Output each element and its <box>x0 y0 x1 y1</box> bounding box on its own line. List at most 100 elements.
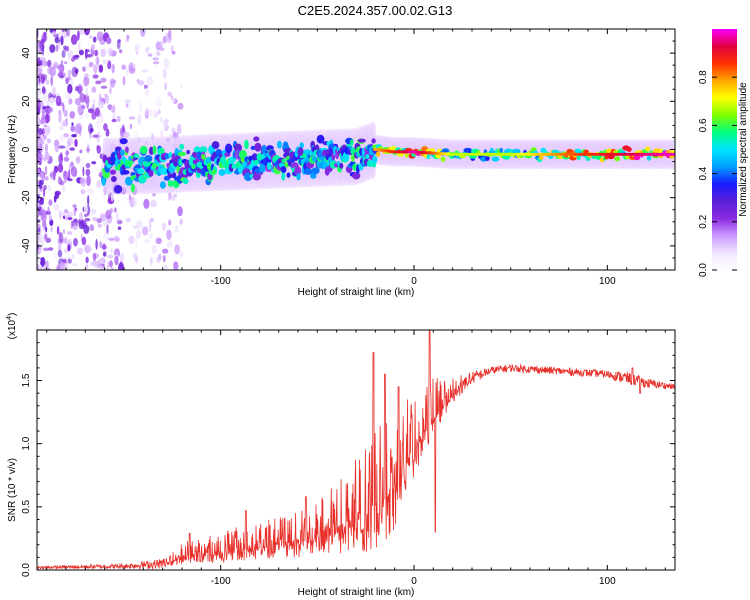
noise-blob <box>89 35 93 39</box>
ridge-blob <box>365 154 370 160</box>
noise-blob <box>37 67 43 74</box>
ridge-blob <box>167 173 174 178</box>
top-ylabel: Frequency (Hz) <box>7 115 18 184</box>
noise-blob <box>128 235 135 245</box>
noise-blob <box>47 59 52 68</box>
noise-blob <box>61 50 66 58</box>
ridge-blob <box>614 156 621 162</box>
ridge-blob <box>304 168 313 175</box>
ridge-blob <box>259 163 267 173</box>
noise-blob <box>70 166 78 177</box>
ridge-blob <box>440 156 446 162</box>
ridge-blob <box>149 146 154 155</box>
noise-blob <box>97 125 101 132</box>
noise-blob <box>99 241 102 249</box>
noise-blob <box>180 83 183 89</box>
noise-blob <box>47 206 50 214</box>
ridge-blob <box>633 154 641 161</box>
noise-blob <box>63 170 67 177</box>
ridge-blob <box>280 166 287 173</box>
noise-blob <box>134 129 138 139</box>
noise-blob <box>155 111 159 118</box>
noise-blob <box>85 264 89 269</box>
noise-blob <box>135 256 138 264</box>
noise-blob <box>85 114 89 118</box>
ridge-blob <box>576 154 581 161</box>
noise-blob <box>155 52 161 56</box>
noise-blob <box>47 66 54 75</box>
noise-blob <box>84 48 88 60</box>
ridge-blob <box>357 138 366 143</box>
noise-blob <box>38 266 44 270</box>
noise-blob <box>107 254 114 259</box>
noise-blob <box>110 106 116 113</box>
noise-blob <box>115 236 120 242</box>
ridge-blob <box>566 148 574 154</box>
bottom-ytick-label: 0.0 <box>21 563 32 577</box>
noise-blob <box>91 86 97 93</box>
noise-blob <box>74 97 81 106</box>
noise-blob <box>80 189 86 195</box>
noise-blob <box>143 238 150 244</box>
noise-blob <box>52 86 56 97</box>
noise-blob <box>63 156 70 162</box>
ridge-blob <box>201 153 206 160</box>
noise-blob <box>58 209 62 221</box>
noise-blob <box>150 217 154 222</box>
ridge-blob <box>281 158 287 163</box>
noise-blob <box>137 114 142 125</box>
noise-blob <box>71 122 74 126</box>
noise-blob <box>90 128 94 133</box>
noise-blob <box>67 49 73 60</box>
noise-blob <box>109 87 112 95</box>
noise-blob <box>123 131 130 139</box>
ridge-blob <box>120 169 130 175</box>
noise-blob <box>58 109 62 116</box>
ridge-blob <box>351 152 355 163</box>
top-xtick-label: 100 <box>599 276 616 287</box>
noise-blob <box>94 107 100 117</box>
noise-blob <box>167 91 172 97</box>
noise-blob <box>81 236 87 246</box>
noise-blob <box>86 188 94 194</box>
ridge-blob <box>239 149 247 159</box>
noise-blob <box>67 83 73 94</box>
noise-blob <box>39 144 44 153</box>
ridge-blob <box>148 170 154 177</box>
noise-blob <box>116 212 119 218</box>
noise-blob <box>79 93 86 103</box>
noise-blob <box>39 179 43 189</box>
noise-blob <box>74 139 78 147</box>
noise-blob <box>138 101 143 113</box>
noise-blob <box>46 51 53 57</box>
noise-blob <box>37 187 41 196</box>
noise-blob <box>162 68 167 79</box>
ridge-blob <box>218 169 226 176</box>
noise-blob <box>39 40 45 52</box>
noise-blob <box>102 243 107 250</box>
noise-blob <box>84 244 91 254</box>
ridge-blob <box>297 147 304 156</box>
noise-blob <box>85 256 89 264</box>
noise-blob <box>135 238 138 249</box>
noise-blob <box>45 260 49 269</box>
noise-blob <box>126 34 130 40</box>
ridge-blob <box>125 146 129 153</box>
noise-blob <box>37 167 41 178</box>
bottom-xtick-label: 100 <box>599 576 616 587</box>
noise-blob <box>128 194 132 201</box>
noise-blob <box>150 199 157 208</box>
noise-blob <box>92 134 100 138</box>
ridge-blob <box>167 180 174 187</box>
noise-blob <box>37 141 41 149</box>
noise-blob <box>100 85 108 89</box>
noise-blob <box>37 258 41 264</box>
multiplier-exponent: 4 <box>6 316 13 320</box>
noise-blob <box>91 161 97 165</box>
noise-blob <box>73 54 79 60</box>
noise-blob <box>37 133 41 140</box>
noise-blob <box>69 111 76 119</box>
bottom-xtick-label: -100 <box>211 576 231 587</box>
bottom-multiplier: (x104) <box>6 313 18 340</box>
noise-blob <box>37 82 42 86</box>
